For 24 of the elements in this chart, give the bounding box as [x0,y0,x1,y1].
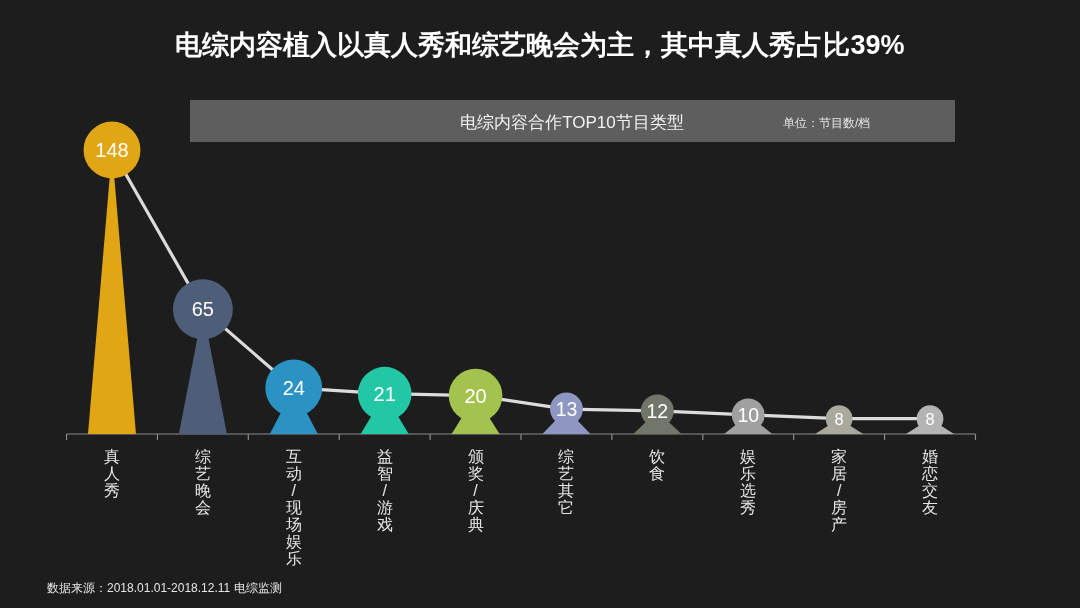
annotation: 单位：节目数/档 [783,116,871,130]
value-label: 12 [646,399,669,422]
x-tick-label: 益智/游戏 [376,448,393,534]
title: 电综内容植入以真人秀和综艺晚会为主，其中真人秀占比39% [175,30,905,60]
x-tick-label: 家居/房产 [831,448,848,534]
value-label: 8 [834,409,844,428]
value-label: 13 [555,398,578,421]
value-label: 8 [925,409,935,428]
x-tick-label: 娱乐选秀 [740,448,757,517]
annotation: 数据来源：2018.01.01-2018.12.11 电综监测 [47,581,282,595]
value-label: 65 [191,298,214,321]
value-label: 10 [737,403,760,426]
value-label: 21 [373,382,396,405]
x-tick-label: 婚恋交友 [922,448,938,517]
x-tick-label: 颁奖/庆典 [467,448,484,534]
x-tick-label: 饮食 [649,448,666,483]
value-label: 24 [282,376,305,399]
x-tick-label: 综艺晚会 [194,448,211,517]
value-label: 20 [464,384,487,407]
subtitle: 电综内容合作TOP10节目类型 [460,113,684,132]
x-tick-label: 综艺其它 [558,448,575,517]
x-tick-label: 真人秀 [104,448,120,500]
x-tick-label: 互动/现场娱乐 [285,448,302,568]
value-label: 148 [95,139,129,161]
